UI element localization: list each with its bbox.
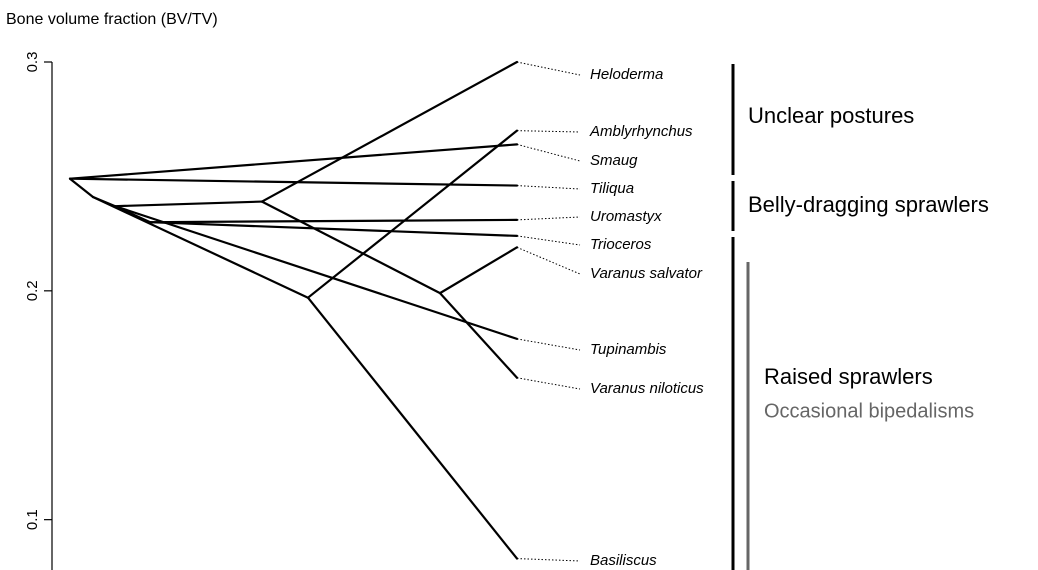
y-tick-label: 0.2 <box>24 280 41 301</box>
tip-label: Tupinambis <box>590 341 667 358</box>
branch <box>68 177 519 187</box>
branch <box>260 60 519 203</box>
axis-title: Bone volume fraction (BV/TV) <box>6 11 218 28</box>
tip-label: Smaug <box>590 152 638 169</box>
tip-label: Amblyrhynchus <box>589 123 693 140</box>
tip-label: Heloderma <box>590 66 663 83</box>
group-label: Unclear postures <box>748 103 914 128</box>
leader-line <box>516 246 581 275</box>
tip-label: Tiliqua <box>590 180 634 197</box>
group-label: Raised sprawlers <box>764 364 933 389</box>
group-label: Belly-dragging sprawlers <box>748 192 989 217</box>
leader-line <box>516 216 581 221</box>
branch <box>306 129 519 299</box>
leader-line <box>516 377 581 390</box>
branch <box>260 200 442 295</box>
group-label: Occasional bipedalisms <box>764 400 974 422</box>
y-tick-label: 0.3 <box>24 52 41 73</box>
branch <box>148 221 519 238</box>
branch <box>148 218 519 224</box>
branch <box>113 200 264 208</box>
y-tick-label: 0.1 <box>24 509 41 530</box>
leader-line <box>516 185 581 190</box>
branch <box>113 205 519 340</box>
tip-label: Uromastyx <box>590 208 662 225</box>
branch <box>91 195 117 208</box>
tip-label: Trioceros <box>590 236 652 253</box>
branch <box>438 292 519 379</box>
leader-line <box>516 235 581 246</box>
leader-line <box>516 338 581 351</box>
branch <box>438 246 519 295</box>
tip-label: Varanus salvator <box>590 265 703 282</box>
leader-line <box>516 130 581 133</box>
branch <box>306 296 519 560</box>
branch <box>68 143 519 180</box>
leader-line <box>516 143 581 162</box>
branch <box>91 195 310 299</box>
tip-label: Basiliscus <box>590 552 657 569</box>
branch <box>68 177 95 199</box>
tip-label: Varanus niloticus <box>590 380 704 397</box>
leader-line <box>516 558 581 562</box>
leader-line <box>516 61 581 76</box>
